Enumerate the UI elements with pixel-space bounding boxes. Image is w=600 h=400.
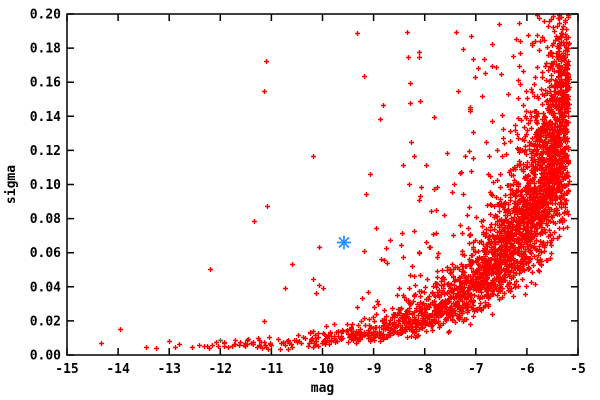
x-tick-label: -11 <box>260 362 284 377</box>
y-tick-label: 0.12 <box>30 144 61 159</box>
axis-ticks <box>66 13 579 356</box>
y-tick-label: 0.02 <box>30 314 61 329</box>
y-tick-label: 0.10 <box>30 178 61 193</box>
x-tick-label: -6 <box>519 362 535 377</box>
asterisk-icon <box>336 235 351 250</box>
y-tick-label: 0.06 <box>30 246 61 261</box>
y-tick-label: 0.16 <box>30 76 61 91</box>
dark-data-point <box>218 338 223 343</box>
x-tick-label: -15 <box>55 362 78 377</box>
x-tick-label: -10 <box>311 362 335 377</box>
x-tick-label: -8 <box>417 362 433 377</box>
axis-tick-labels: -15 -14 -13 -12 -11 -10 -9 -8 -7 -6 -5 0.00 0.02 0.04… <box>30 8 586 378</box>
y-tick-label: 0.18 <box>30 42 61 57</box>
x-tick-label: -13 <box>157 362 180 377</box>
red-data-points <box>99 13 572 352</box>
x-tick-label: -9 <box>366 362 382 377</box>
plot-border <box>66 13 579 356</box>
y-tick-label: 0.20 <box>30 8 61 23</box>
x-tick-label: -7 <box>468 362 484 377</box>
y-tick-label: 0.00 <box>30 349 61 364</box>
y-tick-label: 0.14 <box>30 110 61 125</box>
x-axis-label: mag <box>311 381 334 396</box>
x-tick-label: -5 <box>570 362 586 377</box>
selected-star-marker <box>336 235 351 250</box>
x-tick-label: -12 <box>209 362 232 377</box>
y-tick-label: 0.04 <box>30 280 61 295</box>
x-tick-label: -14 <box>106 362 130 377</box>
y-axis-label: sigma <box>4 165 19 204</box>
y-tick-label: 0.08 <box>30 212 61 227</box>
